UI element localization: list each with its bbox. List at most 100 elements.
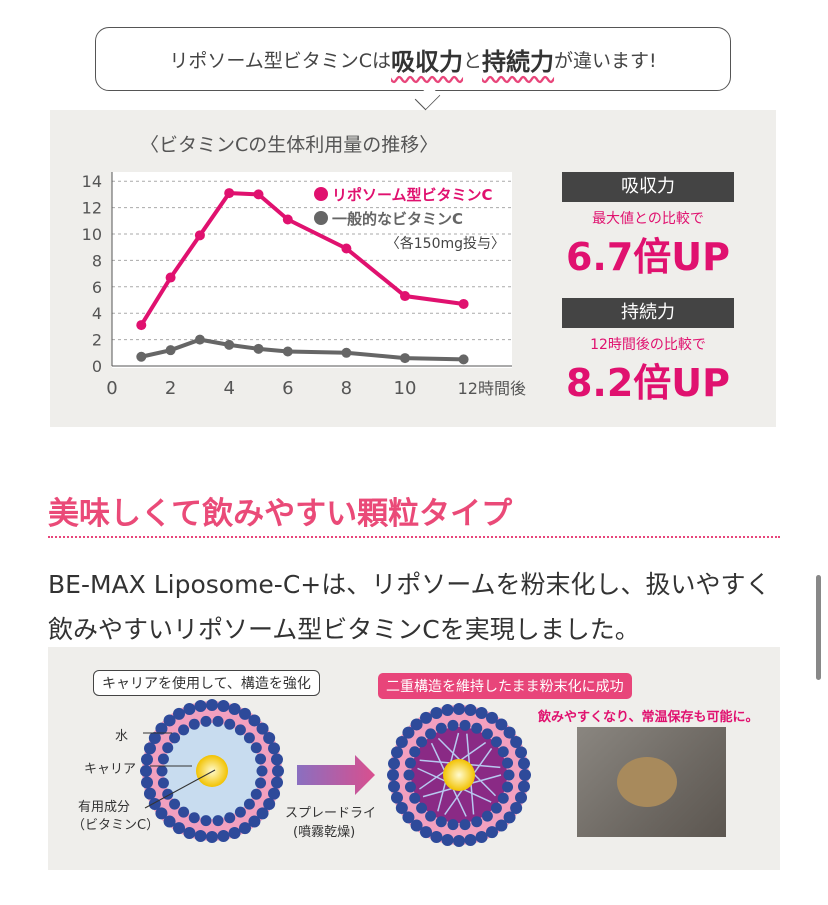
phospholipid-head xyxy=(268,787,281,800)
phospholipid-head xyxy=(481,810,493,822)
phospholipid-head xyxy=(410,819,423,832)
plot-area xyxy=(112,172,512,368)
phospholipid-head xyxy=(188,718,200,730)
arrow-icon xyxy=(297,755,375,795)
phospholipid-head xyxy=(206,699,218,711)
phospholipid-head xyxy=(420,826,432,839)
phospholipid-head xyxy=(155,722,168,735)
x-tick-label: 2 xyxy=(165,378,176,399)
phospholipid-head xyxy=(481,728,493,740)
phospholipid-head xyxy=(141,753,154,766)
phospholipid-head xyxy=(234,724,246,736)
phospholipid-head xyxy=(475,706,488,719)
phospholipid-head xyxy=(486,711,498,724)
phospholipid-head xyxy=(519,769,531,781)
phospholipid-head xyxy=(243,732,255,744)
data-point xyxy=(136,351,147,362)
phospholipid-head xyxy=(268,742,281,755)
data-point xyxy=(400,353,410,364)
scrollbar[interactable] xyxy=(816,575,821,680)
phospholipid-head xyxy=(425,728,437,740)
phospholipid-head xyxy=(178,724,190,736)
phospholipid-head xyxy=(194,700,207,713)
y-tick-label: 2 xyxy=(92,331,102,350)
stat-value: 6.7倍UP xyxy=(565,235,731,279)
legend-label: リポソーム型ビタミンC xyxy=(332,186,493,204)
phospholipid-head xyxy=(435,816,447,828)
phospholipid-head xyxy=(141,776,154,789)
phospholipid-head xyxy=(157,753,169,765)
phospholipid-head xyxy=(148,798,161,810)
data-point xyxy=(282,346,293,357)
headline-bubble: リポソーム型ビタミンCは 吸収力と持続力 が違います! xyxy=(95,27,731,91)
phospholipid-head xyxy=(194,829,207,842)
phospholipid-head xyxy=(502,757,514,769)
phospholipid-head xyxy=(435,722,447,734)
phospholipid-head xyxy=(255,753,267,765)
phospholipid-head xyxy=(395,802,408,814)
phospholipid-head xyxy=(453,703,465,715)
x-tick-label: 0 xyxy=(106,378,117,399)
phospholipid-head xyxy=(178,806,190,818)
phospholipid-head xyxy=(490,736,502,748)
phospholipid-head xyxy=(495,718,508,731)
chart-note: 〈各150mg投与〉 xyxy=(386,236,505,252)
phospholipid-head xyxy=(490,802,502,814)
x-tick-label: 12時間後 xyxy=(458,379,526,398)
phospholipid-head xyxy=(464,833,477,846)
phospholipid-head xyxy=(495,819,508,832)
x-tick-label: 6 xyxy=(282,378,293,399)
diagram-note: 飲みやすくなり、常温保存も可能に。 xyxy=(538,710,759,725)
phospholipid-head xyxy=(403,769,415,781)
stat-duration: 持続力 12時間後の比較で 8.2倍UP xyxy=(562,298,734,407)
x-tick-label: 8 xyxy=(341,378,352,399)
spoon-powder xyxy=(617,757,677,807)
phospholipid-head xyxy=(250,742,262,754)
phospholipid-head xyxy=(425,810,437,822)
label-carrier: キャリア xyxy=(84,762,137,777)
phospholipid-head xyxy=(390,746,403,759)
phospholipid-head xyxy=(430,831,443,844)
phospholipid-head xyxy=(409,792,421,804)
phospholipid-head xyxy=(173,707,185,720)
data-point xyxy=(341,347,352,358)
phospholipid-head xyxy=(206,831,218,843)
phospholipid-head xyxy=(395,736,408,748)
stat-value: 8.2倍UP xyxy=(565,361,731,405)
phospholipid-head xyxy=(239,707,251,720)
y-tick-label: 10 xyxy=(82,225,102,244)
stat-sub: 12時間後の比較で xyxy=(590,337,706,353)
phospholipid-head xyxy=(471,816,483,828)
phospholipid-head xyxy=(163,815,176,828)
phospholipid-head xyxy=(388,757,401,770)
stat-header: 吸収力 xyxy=(562,172,734,202)
phospholipid-head xyxy=(517,757,530,770)
phospholipid-head xyxy=(143,742,156,755)
phospholipid-head xyxy=(162,742,174,754)
bubble-emph-absorb: 吸収力 xyxy=(391,47,464,76)
phospholipid-head xyxy=(510,802,523,814)
phospholipid-head xyxy=(430,706,443,719)
phospholipid-head xyxy=(416,802,428,814)
phospholipid-head xyxy=(272,765,284,777)
phospholipid-head xyxy=(217,700,230,713)
bubble-emph-duration: 持続力 xyxy=(482,47,555,76)
label-process-sub: (噴霧乾燥) xyxy=(293,825,356,840)
phospholipid-head xyxy=(464,704,477,717)
label-ingredient: 有用成分 xyxy=(78,800,131,815)
phospholipid-head xyxy=(263,732,276,744)
phospholipid-head xyxy=(510,736,523,748)
phospholipid-head xyxy=(416,736,428,748)
phospholipid-head xyxy=(234,806,246,818)
phospholipid-head xyxy=(248,815,261,828)
phospholipid-head xyxy=(188,812,200,824)
data-point xyxy=(341,243,352,254)
vitamin-c-core xyxy=(196,755,228,787)
phospholipid-head xyxy=(503,811,516,824)
phospholipid-head xyxy=(497,746,509,758)
y-tick-label: 8 xyxy=(92,251,102,270)
phospholipid-head xyxy=(248,714,261,727)
phospholipid-head xyxy=(404,757,416,769)
data-point xyxy=(224,188,235,199)
phospholipid-head xyxy=(212,815,224,827)
